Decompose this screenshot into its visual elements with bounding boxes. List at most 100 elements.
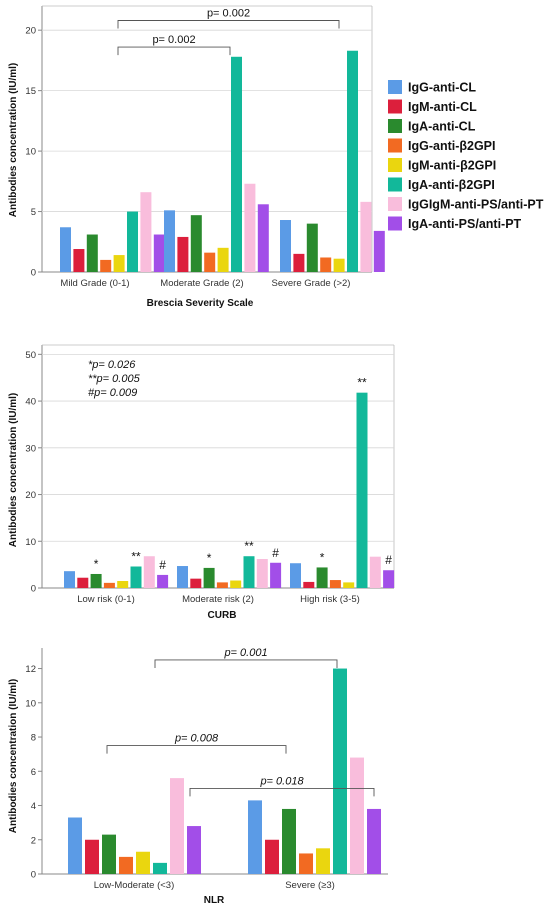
bar <box>190 578 202 588</box>
bar <box>230 580 242 588</box>
bar <box>290 563 301 588</box>
bar <box>64 571 75 588</box>
bar <box>177 566 188 588</box>
bar <box>293 253 305 272</box>
x-tick-label: Low risk (0-1) <box>77 594 135 605</box>
y-tick-label: 20 <box>25 26 36 37</box>
significance-mark: ** <box>131 550 141 564</box>
p-value-note: #p= 0.009 <box>88 387 137 399</box>
brescia-chart: Antibodies concentration (IU/ml) Brescia… <box>8 5 385 309</box>
x-tick-label: Moderate risk (2) <box>182 594 254 605</box>
bar <box>143 556 155 588</box>
p-value-note: **p= 0.005 <box>88 373 141 385</box>
significance-mark: # <box>159 558 166 572</box>
bar <box>60 227 71 272</box>
y-tick-label: 8 <box>31 733 36 744</box>
bar <box>383 570 395 588</box>
legend-swatch <box>388 177 402 192</box>
x-tick-label: Severe (≥3) <box>285 880 335 891</box>
bar <box>299 853 313 874</box>
bar <box>282 808 296 874</box>
legend-swatch <box>388 80 402 94</box>
bar <box>73 249 85 272</box>
y-tick-label: 4 <box>31 801 36 812</box>
significance-mark: * <box>207 551 212 565</box>
bar <box>90 573 102 588</box>
y-tick-label: 20 <box>25 490 36 501</box>
curb-chart: Antibodies concentration (IU/ml) CURB 0 1… <box>8 344 395 621</box>
legend-label: IgA-anti-CL <box>408 120 476 134</box>
bar <box>85 839 99 874</box>
significance-bracket <box>154 659 338 668</box>
y-tick-label: 10 <box>25 698 36 709</box>
x-tick-label: High risk (3-5) <box>300 594 360 605</box>
x-tick-label: Mild Grade (0-1) <box>60 278 129 289</box>
x-tick-label: Moderate Grade (2) <box>160 278 243 289</box>
bar <box>248 800 262 874</box>
bar <box>343 582 355 588</box>
bar <box>333 258 345 272</box>
bar <box>316 567 328 588</box>
y-tick-label: 0 <box>31 268 36 279</box>
bar <box>369 556 381 588</box>
y-tick-label: 40 <box>25 397 36 408</box>
nlr-chart: Antibodies concentration (IU/ml) NLR 0 2 4… <box>8 647 388 906</box>
significance-mark: # <box>385 553 392 567</box>
bar <box>367 808 381 874</box>
x-tick-label: Low-Moderate (<3) <box>94 880 175 891</box>
y-tick-label: 15 <box>25 86 36 97</box>
bar <box>373 230 385 272</box>
p-value-label: p= 0.018 <box>259 775 304 787</box>
legend-label: IgG-anti-β2GPI <box>408 139 496 153</box>
bar <box>333 668 347 874</box>
bar <box>77 577 89 588</box>
y-tick-label: 6 <box>31 767 36 778</box>
legend-label: IgA-anti-PS/anti-PT <box>408 217 522 231</box>
bar <box>187 826 201 874</box>
bar <box>265 839 279 874</box>
y-tick-label: 0 <box>31 584 36 595</box>
significance-bracket <box>106 745 287 754</box>
bar <box>217 247 229 272</box>
bar <box>130 566 142 588</box>
p-value-label: p= 0.002 <box>207 8 250 20</box>
bar <box>356 392 368 588</box>
bar <box>360 201 372 272</box>
significance-bracket <box>117 46 231 56</box>
bar <box>117 580 129 588</box>
bar <box>306 223 318 272</box>
legend: IgG-anti-CL IgM-anti-CL IgA-anti-CL IgG-ant… <box>388 80 544 231</box>
p-value-label: p= 0.002 <box>152 34 195 46</box>
p-value-label: p= 0.001 <box>223 647 267 659</box>
legend-swatch <box>388 138 402 153</box>
bar <box>329 580 341 588</box>
bar <box>231 56 242 273</box>
bar <box>86 234 98 272</box>
bar <box>153 862 167 874</box>
legend-swatch <box>388 158 402 172</box>
bar <box>164 210 175 272</box>
y-axis-label: Antibodies concentration (IU/ml) <box>8 679 19 833</box>
y-axis-label: Antibodies concentration (IU/ml) <box>8 63 19 217</box>
y-tick-label: 10 <box>25 537 36 548</box>
bar <box>270 562 282 588</box>
legend-label: IgGIgM-anti-PS/anti-PT <box>408 198 544 212</box>
bar <box>347 50 358 273</box>
legend-label: IgG-anti-CL <box>408 81 476 95</box>
bar <box>113 255 125 272</box>
legend-label: IgM-anti-CL <box>408 100 477 114</box>
bar <box>203 567 215 588</box>
legend-swatch <box>388 119 402 133</box>
bar <box>216 582 228 588</box>
significance-mark: * <box>94 557 99 571</box>
x-tick-label: Severe Grade (>2) <box>272 278 351 289</box>
y-axis-label: Antibodies concentration (IU/ml) <box>8 393 19 547</box>
bar <box>153 234 165 272</box>
p-value-label: p= 0.008 <box>174 733 219 745</box>
bar <box>243 556 255 588</box>
y-tick-label: 50 <box>25 350 36 361</box>
bar <box>177 236 189 272</box>
legend-swatch <box>388 197 402 211</box>
bar <box>190 215 202 272</box>
